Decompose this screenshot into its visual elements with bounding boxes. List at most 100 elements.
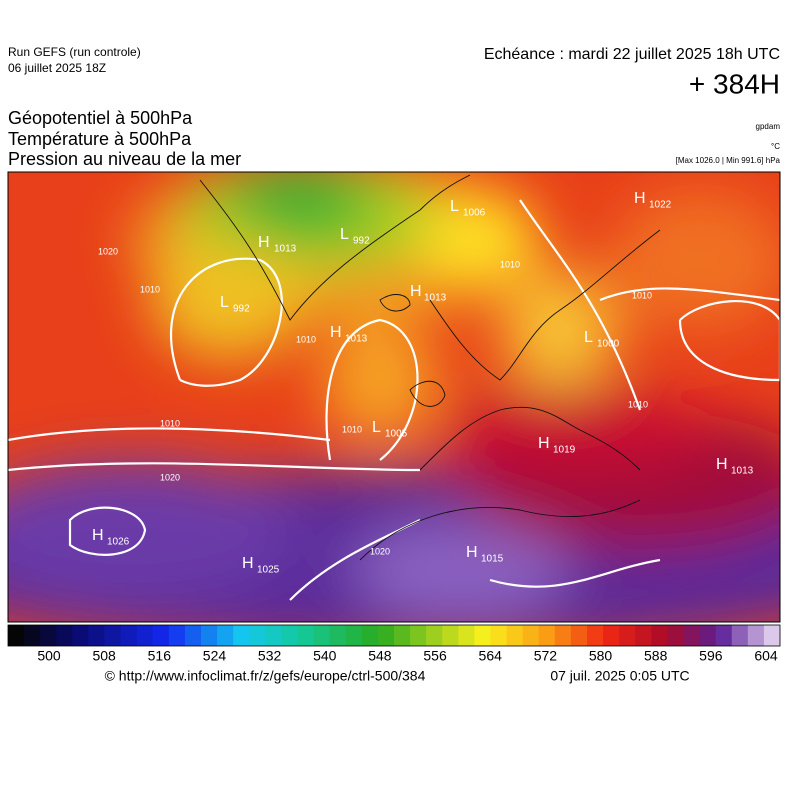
isobar-label: 1020 xyxy=(160,472,180,482)
center-letter: H xyxy=(538,435,550,452)
isobar-label: 1010 xyxy=(296,334,316,344)
scale-swatch xyxy=(570,625,588,646)
scale-label: 500 xyxy=(37,648,61,664)
isobar-label: 1010 xyxy=(140,284,160,294)
isobar-label: 1010 xyxy=(342,424,362,434)
scale-swatch xyxy=(313,625,331,646)
field-name: Température à 500hPa xyxy=(8,129,192,149)
scale-swatch xyxy=(538,625,556,646)
center-letter: L xyxy=(340,226,349,243)
scale-swatch xyxy=(377,625,395,646)
scale-swatch xyxy=(72,625,89,646)
scale-swatch xyxy=(490,625,508,646)
center-letter: H xyxy=(466,544,478,561)
scale-swatch xyxy=(361,625,379,646)
center-letter: H xyxy=(330,324,342,341)
pressure-centers: H 1013 L 992 L 1006 L 992 H 1013 H 1013 L 1005 … xyxy=(92,190,754,575)
scale-label: 564 xyxy=(479,648,503,664)
scale-swatch xyxy=(136,625,154,646)
scale-swatch xyxy=(394,625,411,646)
scale-swatch xyxy=(265,625,282,646)
center-letter: H xyxy=(258,234,270,251)
center-letter: H xyxy=(716,456,728,473)
field-name: Pression au niveau de la mer xyxy=(8,149,241,169)
scale-swatch xyxy=(297,625,315,646)
center-value: 1013 xyxy=(274,244,297,255)
scale-label: 548 xyxy=(368,648,392,664)
center-value: 1019 xyxy=(553,445,576,456)
center-letter: H xyxy=(242,555,254,572)
source-url: © http://www.infoclimat.fr/z/gefs/europe… xyxy=(105,668,426,684)
isobar-label: 1020 xyxy=(98,246,118,256)
scale-label: 532 xyxy=(258,648,282,664)
center-value: 992 xyxy=(353,236,370,247)
scale-label: 596 xyxy=(699,648,723,664)
scale-swatch xyxy=(56,625,73,646)
scale-swatch xyxy=(184,625,202,646)
scale-swatch xyxy=(88,625,105,646)
coastlines xyxy=(199,174,661,561)
unit-label: °C xyxy=(771,142,780,151)
isobar-label: 1010 xyxy=(500,259,520,269)
center-value: 1013 xyxy=(424,293,447,304)
scale-swatch xyxy=(619,625,636,646)
scale-label: 580 xyxy=(589,648,613,664)
scale-swatch xyxy=(120,625,138,646)
scale-label: 516 xyxy=(148,648,172,664)
run-label: Run GEFS (run controle) xyxy=(8,45,141,59)
scale-label: 508 xyxy=(92,648,116,664)
scale-label: 556 xyxy=(423,648,447,664)
isobar-lines xyxy=(8,199,780,601)
center-value: 1006 xyxy=(463,208,486,219)
scale-frame xyxy=(7,624,781,647)
scale-swatch xyxy=(651,625,668,646)
scale-swatch xyxy=(329,625,347,646)
scale-swatch xyxy=(233,625,250,646)
scale-label: 604 xyxy=(754,648,778,664)
scale-swatch xyxy=(8,625,25,646)
scale-swatch xyxy=(168,625,186,646)
scale-swatch xyxy=(715,625,733,646)
generated-time: 07 juil. 2025 0:05 UTC xyxy=(550,668,689,684)
scale-swatch xyxy=(281,625,298,646)
scale-swatch xyxy=(603,625,620,646)
center-letter: H xyxy=(92,527,104,544)
scale-swatch xyxy=(201,625,218,646)
center-value: 1025 xyxy=(257,565,280,576)
scale-swatch xyxy=(345,625,363,646)
scale-swatch xyxy=(249,625,266,646)
center-value: 1022 xyxy=(649,200,672,211)
isobar-label: 1010 xyxy=(632,290,652,300)
scale-swatch xyxy=(747,625,765,646)
scale-swatch xyxy=(683,625,701,646)
center-value: 992 xyxy=(233,304,250,315)
isobar-labels: 1020 1010 1010 1010 1010 1020 1020 1010 … xyxy=(98,246,652,556)
center-letter: H xyxy=(634,190,646,207)
field-name: Géopotentiel à 500hPa xyxy=(8,108,193,128)
center-value: 1005 xyxy=(385,429,408,440)
scale-swatch xyxy=(554,625,572,646)
center-letter: L xyxy=(372,419,381,436)
scale-swatch xyxy=(731,625,749,646)
scale-swatch xyxy=(426,625,443,646)
scale-swatch xyxy=(458,625,475,646)
scale-swatch xyxy=(40,625,57,646)
scale-swatch xyxy=(104,625,122,646)
scale-swatch xyxy=(152,625,170,646)
map-frame xyxy=(7,171,781,623)
scale-swatch xyxy=(522,625,540,646)
scale-swatch xyxy=(587,625,604,646)
center-letter: H xyxy=(410,283,422,300)
isobar-label: 1010 xyxy=(160,418,180,428)
scale-swatch xyxy=(699,625,717,646)
scale-label: 540 xyxy=(313,648,337,664)
scale-label: 572 xyxy=(534,648,558,664)
scale-swatch xyxy=(410,625,427,646)
center-value: 1000 xyxy=(597,339,620,350)
scale-swatch xyxy=(506,625,524,646)
scale-label: 524 xyxy=(203,648,227,664)
scale-swatch xyxy=(763,625,781,646)
unit-label: gpdam xyxy=(756,122,781,131)
scale-swatch xyxy=(217,625,234,646)
